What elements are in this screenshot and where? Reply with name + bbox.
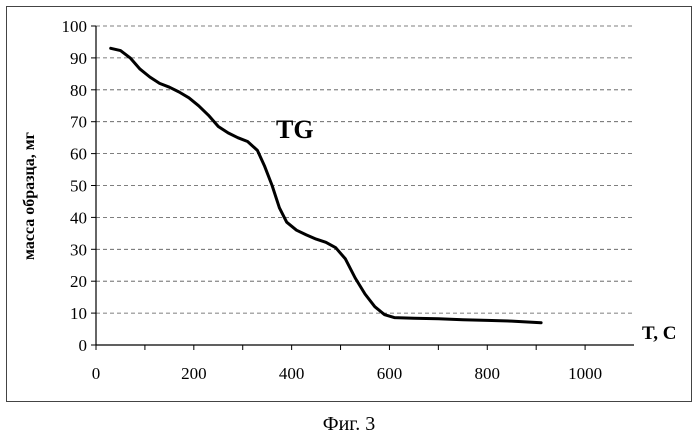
x-tick-label: 200: [181, 364, 207, 383]
grid-lines: [96, 26, 634, 313]
y-tick-label: 70: [70, 113, 87, 132]
y-tick-label: 50: [70, 177, 87, 196]
y-tick-label: 80: [70, 81, 87, 100]
x-tick-label: 400: [279, 364, 305, 383]
y-tick-label: 100: [62, 17, 88, 36]
x-tick-label: 600: [377, 364, 403, 383]
x-tick-label: 1000: [568, 364, 602, 383]
y-tick-label: 0: [79, 336, 88, 355]
y-tick-label: 40: [70, 208, 87, 227]
x-tick-label: 800: [475, 364, 501, 383]
y-tick-labels: 0 10 20 30 40 50 60 70 80 90 100: [62, 17, 88, 355]
figure-caption: Фиг. 3: [323, 413, 375, 435]
y-tick-label: 20: [70, 272, 87, 291]
tg-annotation: TG: [276, 115, 314, 144]
y-tick-label: 90: [70, 49, 87, 68]
y-tick-label: 30: [70, 240, 87, 259]
y-tick-label: 10: [70, 304, 87, 323]
x-axis-label: T, C: [642, 323, 676, 344]
axes: [91, 26, 634, 350]
y-axis-label: масса образца, мг: [21, 132, 38, 260]
y-tick-label: 60: [70, 145, 87, 164]
x-tick-labels: 0 200 400 600 800 1000: [92, 364, 602, 383]
x-tick-label: 0: [92, 364, 101, 383]
